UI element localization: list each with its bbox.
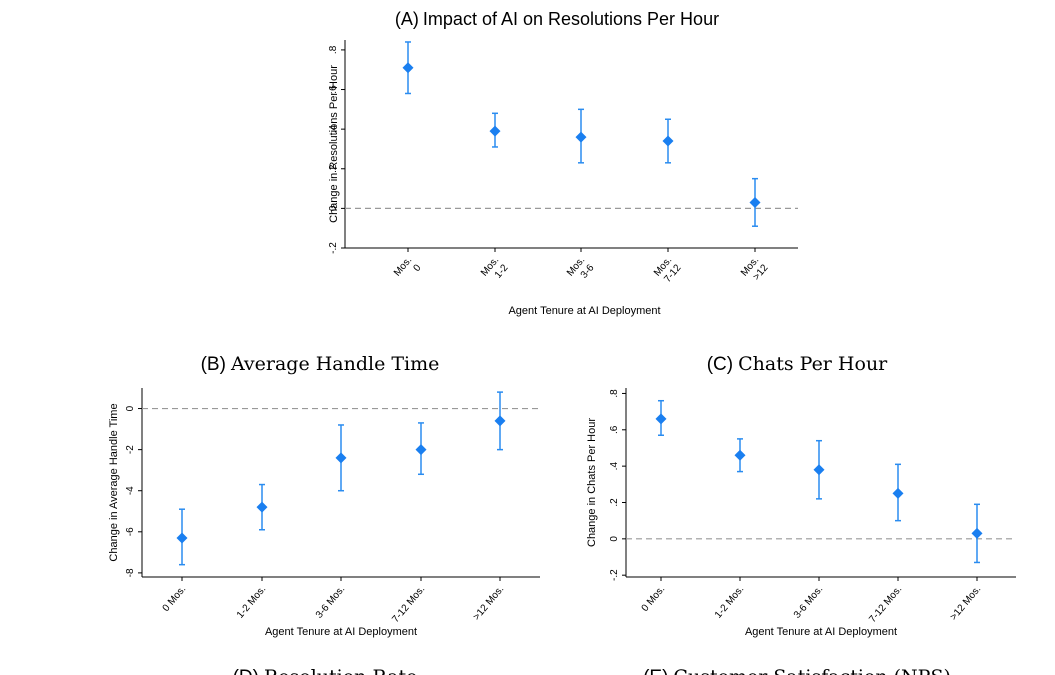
panel-c-x-tick-label: 3-6 Mos. — [792, 584, 825, 621]
panel-a-y-tick-label: .2 — [328, 164, 339, 173]
panel-e-title: (E) Customer Satisfaction (NPS) — [643, 666, 951, 675]
panel-c-x-tick-label: >12 Mos. — [948, 584, 983, 623]
panel-a-y-axis-label: Change in Resolutions Per Hour — [328, 65, 340, 223]
panel-b-data-point — [256, 501, 268, 513]
panel-c-x-axis-label: Agent Tenure at AI Deployment — [745, 626, 897, 638]
panel-c-x-tick-label: 1-2 Mos. — [713, 584, 746, 621]
panel-a-x-axis-label: Agent Tenure at AI Deployment — [508, 305, 660, 317]
panel-a-x-tick-label: Mos.1-2 — [479, 255, 511, 287]
panel-b-y-axis-label: Change in Average Handle Time — [108, 403, 120, 561]
panel-b-data-point — [494, 415, 506, 427]
panel-d-title: (D) Resolution Rate — [233, 666, 418, 675]
panel-b-data-point — [335, 452, 347, 464]
panel-a-letter: (A) — [395, 9, 419, 29]
panel-b-title-text: Average Handle Time — [230, 353, 439, 375]
panel-c: (C) Chats Per Hour -.2 0 .2 .4 .6 .8 0 Mos. 1-2 … — [586, 353, 1016, 638]
panel-b-x-tick-label: 0 Mos. — [161, 584, 189, 614]
panel-b-y-tick-label: 0 — [125, 405, 136, 411]
panel-e-letter: (E) — [643, 667, 668, 675]
panel-a-x-tick-label: Mos.>12 — [739, 255, 771, 287]
panel-c-data-point — [892, 487, 904, 499]
panel-b-y-tick-label: -2 — [125, 445, 136, 454]
panel-c-title: (C) Chats Per Hour — [707, 353, 888, 375]
panel-a-title: (A) Impact of AI on Resolutions Per Hour — [395, 9, 719, 29]
panel-b-data-point — [176, 532, 188, 544]
panel-c-y-axis-label: Change in Chats Per Hour — [586, 418, 598, 547]
panel-d-letter: (D) — [233, 667, 259, 675]
panel-a-title-text: Impact of AI on Resolutions Per Hour — [423, 9, 719, 29]
panel-c-y-tick-label: .2 — [609, 498, 620, 507]
panel-c-x-tick-label: 0 Mos. — [640, 584, 668, 614]
panel-b-x-tick-label: 1-2 Mos. — [235, 584, 268, 621]
panel-c-y-tick-label: .4 — [609, 462, 620, 471]
panel-c-y-tick-label: .6 — [609, 425, 620, 434]
panel-a-x-tick-label: Mos.3-6 — [565, 255, 597, 287]
panel-b-data-point — [415, 444, 427, 456]
panel-a-y-tick-label: .4 — [328, 125, 339, 134]
panel-c-y-tick-label: .8 — [609, 389, 620, 398]
panel-b: (B) Average Handle Time -8 -6 -4 -2 0 0 Mos. 1-… — [108, 353, 540, 638]
panel-c-y-tick-label: 0 — [609, 536, 620, 542]
panel-c-x-tick-label: 7-12 Mos. — [867, 584, 904, 625]
panel-b-y-tick-label: -6 — [125, 527, 136, 536]
panel-b-y-tick-label: -4 — [125, 486, 136, 495]
panel-c-title-text: Chats Per Hour — [738, 353, 888, 375]
panel-b-y-tick-label: -8 — [125, 568, 136, 577]
panel-a-y-tick-label: .6 — [328, 85, 339, 94]
panel-c-data-point — [734, 449, 746, 461]
panel-a-y-tick-label: 0 — [328, 205, 339, 211]
panel-a-x-tick-label: Mos.0 — [392, 255, 424, 287]
panel-a-data-point — [749, 196, 761, 208]
panel-a: (A) Impact of AI on Resolutions Per Hour … — [328, 9, 798, 317]
panel-c-data-point — [813, 464, 825, 476]
panel-a-data-point — [489, 125, 501, 137]
panel-c-data-point — [655, 413, 667, 425]
panel-b-x-tick-label: 3-6 Mos. — [314, 584, 347, 621]
panel-b-x-axis-label: Agent Tenure at AI Deployment — [265, 626, 417, 638]
panel-a-data-point — [575, 131, 587, 143]
panel-b-title: (B) Average Handle Time — [201, 353, 440, 375]
panel-b-x-tick-label: >12 Mos. — [471, 584, 506, 623]
panel-a-y-tick-label: -.2 — [328, 242, 339, 254]
panel-e-title-text: Customer Satisfaction (NPS) — [673, 666, 950, 675]
panel-c-letter: (C) — [707, 354, 733, 375]
panel-b-x-tick-label: 7-12 Mos. — [390, 584, 427, 625]
panel-a-data-point — [402, 62, 414, 74]
panel-c-y-tick-label: -.2 — [609, 569, 620, 581]
panel-a-x-tick-label: Mos.7-12 — [652, 255, 684, 287]
panel-d-title-text: Resolution Rate — [264, 666, 417, 675]
panel-a-data-point — [662, 135, 674, 147]
panel-b-letter: (B) — [201, 354, 226, 375]
panel-c-data-point — [971, 527, 983, 539]
panel-a-y-tick-label: .8 — [328, 45, 339, 54]
